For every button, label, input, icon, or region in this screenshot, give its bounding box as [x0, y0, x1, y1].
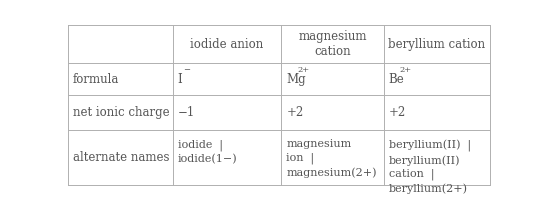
- Text: 2+: 2+: [298, 66, 310, 74]
- Text: iodide  |
iodide(1−): iodide | iodide(1−): [177, 140, 237, 165]
- Text: +2: +2: [286, 106, 304, 119]
- Text: −1: −1: [177, 106, 195, 119]
- Text: magnesium
ion  |
magnesium(2+): magnesium ion | magnesium(2+): [286, 140, 377, 178]
- Text: −: −: [183, 66, 190, 74]
- Text: iodide anion: iodide anion: [190, 38, 264, 51]
- Text: magnesium
cation: magnesium cation: [298, 30, 367, 58]
- Text: beryllium(II)  |
beryllium(II)
cation  |
beryllium(2+): beryllium(II) | beryllium(II) cation | b…: [389, 140, 471, 194]
- Text: beryllium cation: beryllium cation: [388, 38, 485, 51]
- Text: 2+: 2+: [400, 66, 412, 74]
- Text: Mg: Mg: [286, 73, 306, 85]
- Text: net ionic charge: net ionic charge: [73, 106, 170, 119]
- Text: +2: +2: [389, 106, 406, 119]
- Text: I: I: [177, 73, 182, 85]
- Text: formula: formula: [73, 73, 120, 85]
- Text: alternate names: alternate names: [73, 151, 170, 164]
- Text: Be: Be: [389, 73, 405, 85]
